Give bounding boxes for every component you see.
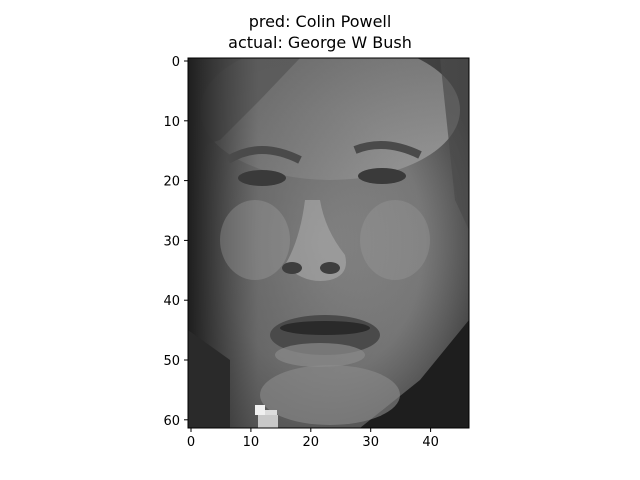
y-tick-label: 0	[172, 55, 180, 70]
x-tick-label: 10	[243, 435, 260, 450]
x-tick-label: 20	[303, 435, 320, 450]
x-axis: 0 10 20 30 40	[187, 428, 439, 450]
x-tick-label: 40	[422, 435, 439, 450]
y-tick-label: 50	[163, 354, 180, 369]
title-actual: actual: George W Bush	[228, 33, 412, 52]
y-tick-label: 20	[163, 175, 180, 190]
y-tick-label: 30	[163, 234, 180, 249]
y-tick-label: 40	[163, 294, 180, 309]
y-tick-label: 60	[163, 414, 180, 429]
x-tick-label: 0	[187, 435, 195, 450]
y-axis: 0 10 20 30 40 50 60	[163, 55, 188, 429]
y-tick-label: 10	[163, 115, 180, 130]
title-pred: pred: Colin Powell	[248, 12, 392, 31]
face-image	[188, 58, 469, 428]
x-tick-label: 30	[362, 435, 379, 450]
axes-frame	[187, 57, 470, 429]
